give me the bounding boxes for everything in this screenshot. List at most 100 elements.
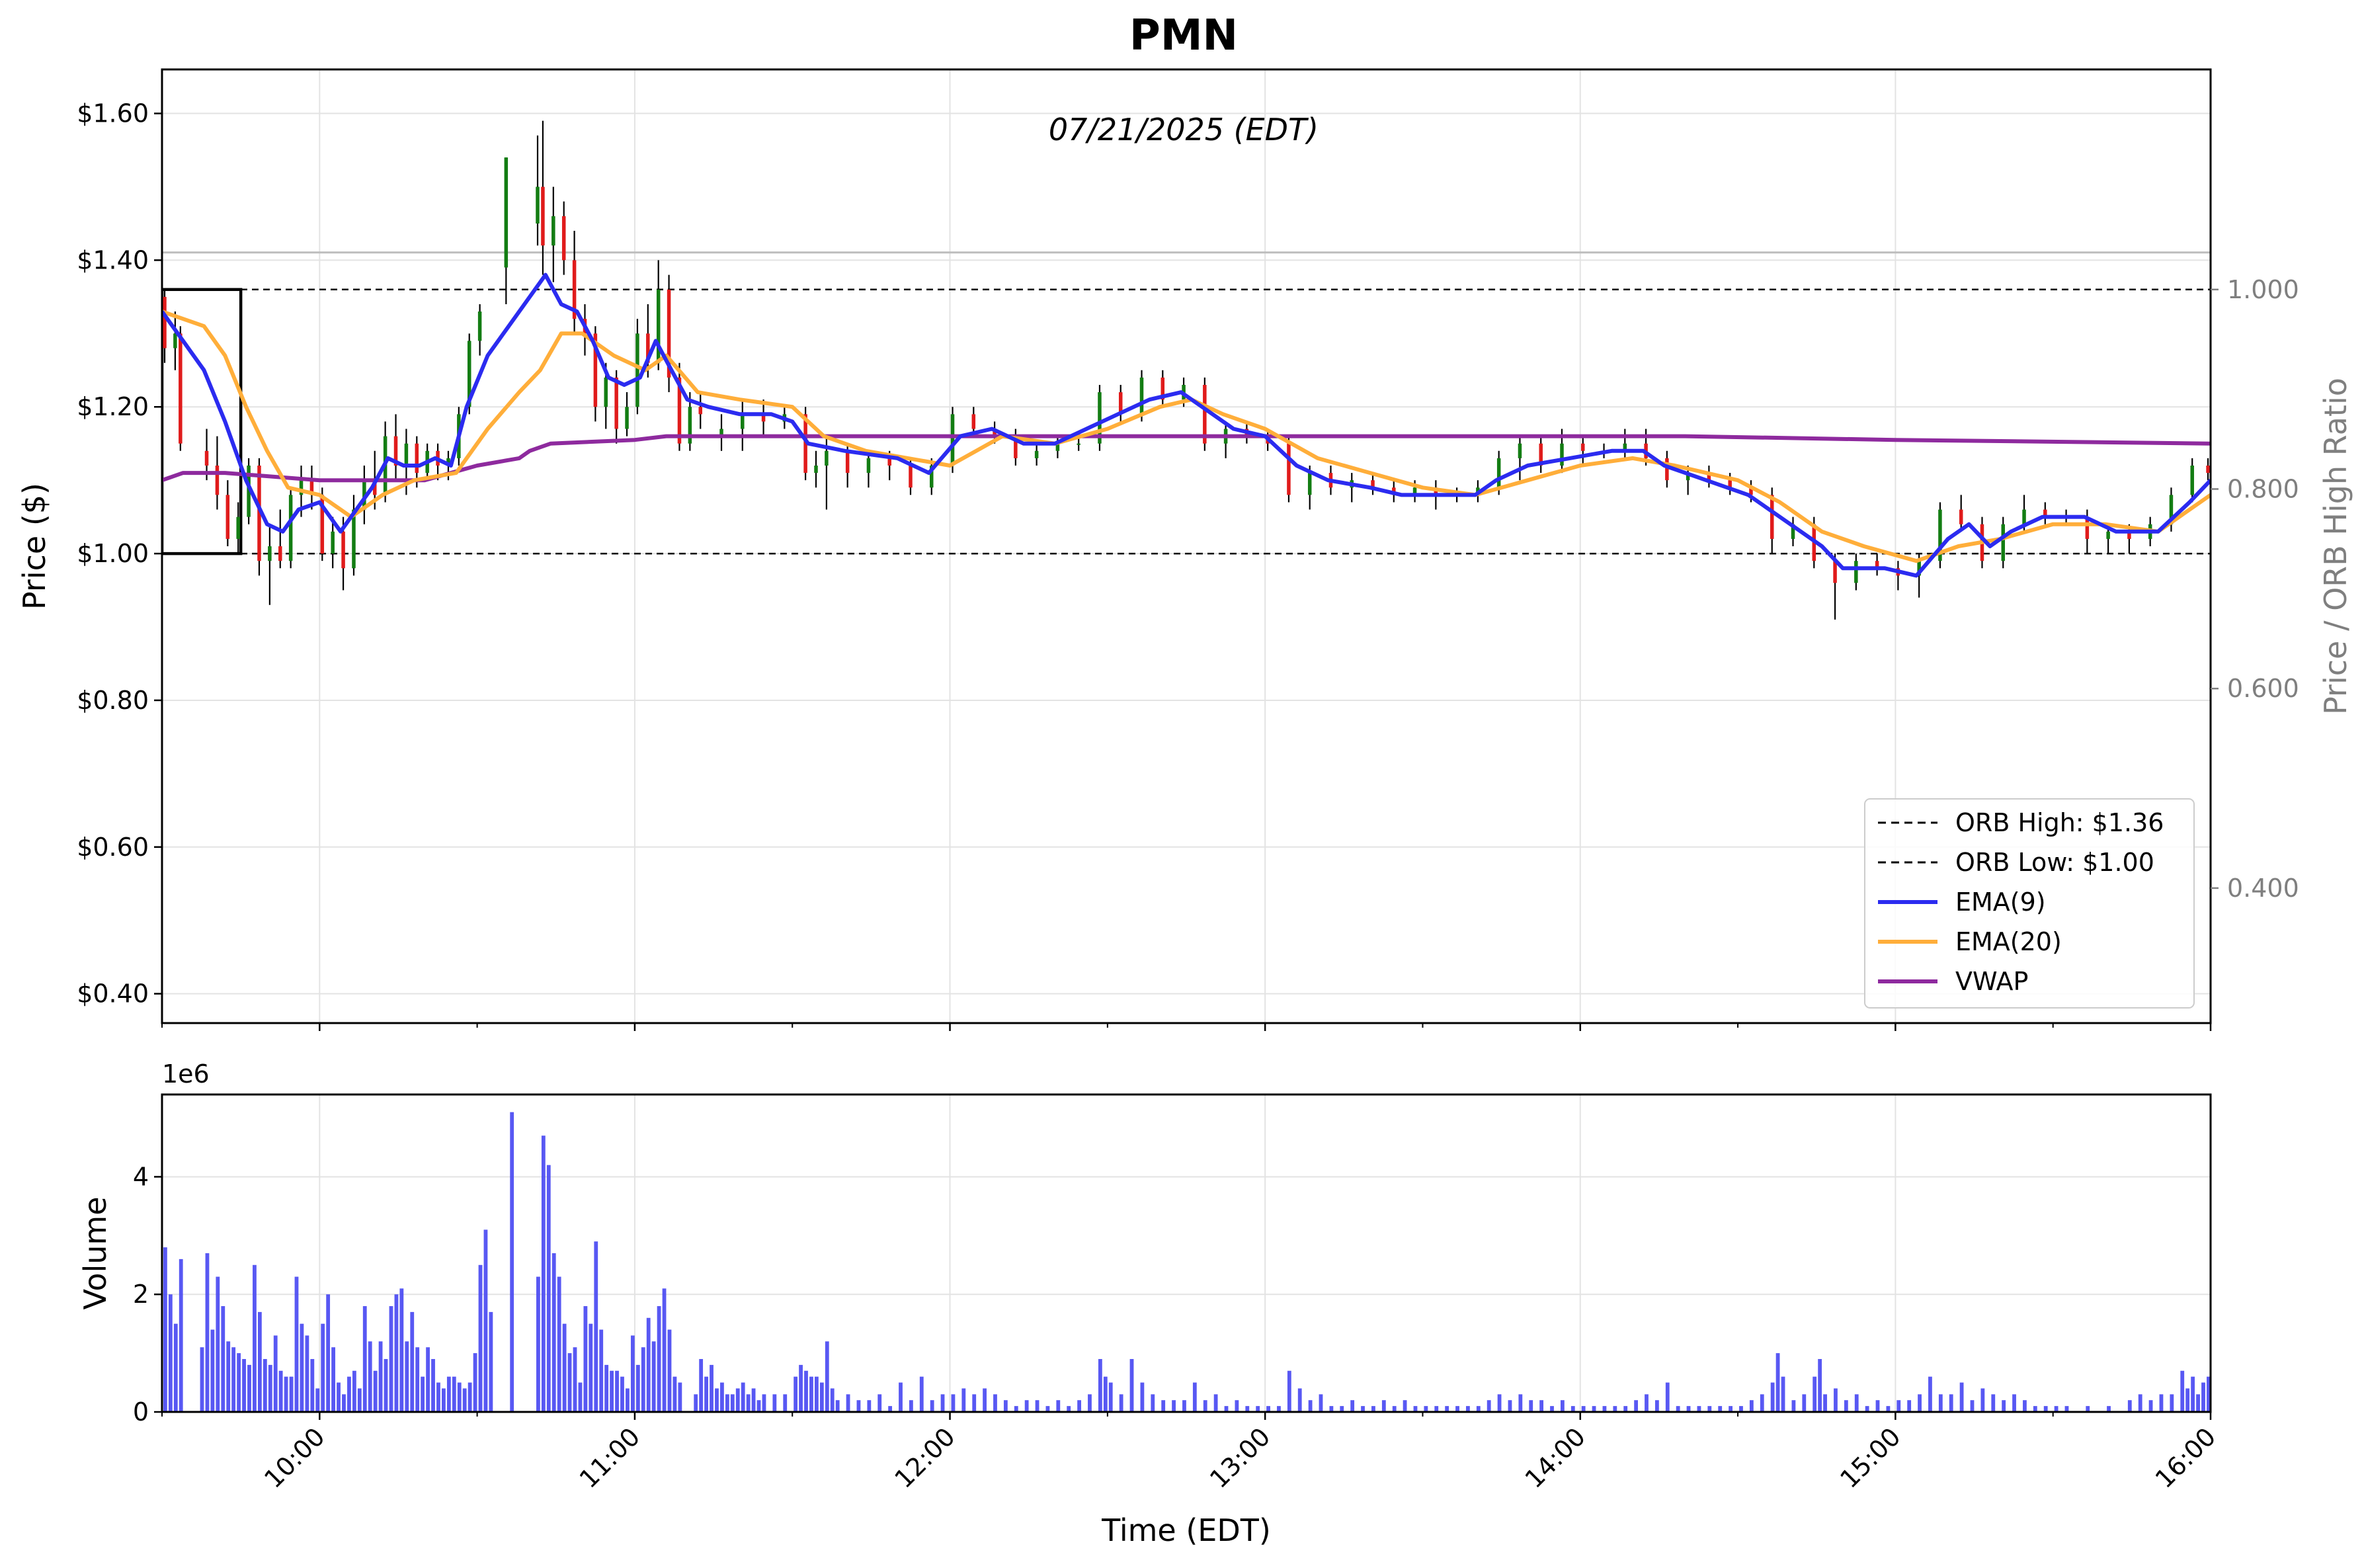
- volume-bar: [1844, 1400, 1848, 1412]
- candle-body: [1728, 480, 1732, 488]
- volume-bar: [2207, 1376, 2211, 1412]
- volume-bar: [794, 1376, 798, 1412]
- candle-body: [866, 458, 871, 474]
- candle-body: [593, 333, 598, 407]
- volume-bar: [2086, 1406, 2090, 1412]
- volume-bar: [993, 1394, 997, 1412]
- candle-body: [1307, 473, 1312, 495]
- volume-bar: [2201, 1382, 2205, 1412]
- candle-body: [1118, 392, 1123, 415]
- vwap-line: [162, 434, 2211, 483]
- candle-body: [604, 377, 608, 407]
- volume-tick-label: 4: [133, 1162, 149, 1191]
- volume-bar: [1361, 1406, 1365, 1412]
- candle-body: [173, 333, 177, 349]
- candle-body: [299, 480, 304, 495]
- volume-bar: [710, 1364, 713, 1412]
- volume-bar: [1381, 1400, 1386, 1412]
- volume-bar: [247, 1364, 251, 1412]
- volume-bar: [830, 1388, 835, 1412]
- candle-body: [1077, 443, 1080, 445]
- volume-bar: [446, 1376, 451, 1412]
- volume-bar: [1476, 1406, 1481, 1412]
- candle-body: [803, 414, 807, 474]
- volume-bar: [294, 1276, 299, 1412]
- volume-axes-frame: [161, 1093, 2212, 1413]
- volume-bar: [667, 1329, 672, 1412]
- volume-bar: [237, 1353, 241, 1412]
- volume-bar: [1697, 1406, 1701, 1412]
- volume-bar: [2043, 1406, 2048, 1412]
- candle-body: [1791, 524, 1795, 539]
- volume-axis-label: Volume: [77, 1196, 113, 1309]
- volume-bar: [510, 1112, 514, 1412]
- chart-title: PMN: [1129, 11, 1238, 60]
- volume-bar: [257, 1311, 262, 1412]
- volume-bar: [961, 1388, 966, 1412]
- candle-body: [1034, 450, 1039, 458]
- volume-bar: [1654, 1400, 1659, 1412]
- volume-bar: [1560, 1400, 1565, 1412]
- orb-range-box: [162, 288, 243, 556]
- volume-bar: [179, 1259, 183, 1412]
- volume-bar: [2064, 1406, 2069, 1412]
- candle-body: [1686, 473, 1690, 481]
- candle-body: [446, 458, 450, 466]
- candle-body: [2106, 531, 2110, 539]
- volume-bar: [431, 1359, 435, 1412]
- candle-body: [1749, 487, 1753, 495]
- volume-bar: [951, 1394, 956, 1412]
- volume-bar: [2159, 1394, 2164, 1412]
- candle-body: [163, 296, 167, 349]
- volume-bar: [1056, 1400, 1061, 1412]
- indicator-lines: [162, 272, 2211, 578]
- volume-bar: [1818, 1359, 1822, 1412]
- volume-bar: [1802, 1394, 1807, 1412]
- candle-body: [504, 157, 509, 268]
- candle-body: [309, 480, 314, 495]
- candle-body: [1539, 443, 1543, 466]
- volume-bar: [2127, 1400, 2132, 1412]
- price-tick-label: $1.20: [77, 392, 149, 421]
- volume-bar: [651, 1341, 656, 1412]
- volume-bar: [1287, 1370, 1291, 1412]
- volume-bar: [405, 1341, 409, 1412]
- candle-body: [278, 546, 282, 561]
- volume-bar: [442, 1388, 446, 1412]
- volume-bar: [720, 1382, 724, 1412]
- candle-body: [1875, 561, 1879, 569]
- volume-bar: [321, 1323, 325, 1412]
- volume-bar: [399, 1288, 404, 1412]
- volume-bar: [1129, 1359, 1134, 1412]
- legend-box: [1864, 798, 2195, 1009]
- volume-bar: [819, 1382, 824, 1412]
- volume-bar: [1151, 1394, 1155, 1412]
- volume-bar: [673, 1376, 677, 1412]
- candle-body: [1959, 509, 1963, 524]
- volume-bar: [268, 1364, 272, 1412]
- volume-bar: [1781, 1376, 1785, 1412]
- volume-bar: [253, 1264, 257, 1412]
- candle-body: [971, 414, 976, 429]
- volume-bar: [1235, 1400, 1239, 1412]
- volume-bar: [557, 1276, 561, 1412]
- volume-bar: [2054, 1406, 2058, 1412]
- volume-bar: [1907, 1400, 1912, 1412]
- candle-body: [741, 414, 745, 429]
- volume-bar: [368, 1341, 372, 1412]
- volume-bar: [331, 1347, 335, 1412]
- volume-bar: [1508, 1400, 1512, 1412]
- volume-bar: [1592, 1406, 1596, 1412]
- legend-label: EMA(9): [1955, 887, 2046, 917]
- volume-bar: [205, 1253, 210, 1412]
- volume-bar: [1686, 1406, 1691, 1412]
- volume-bar: [594, 1241, 598, 1412]
- candle-body: [179, 333, 183, 444]
- candle-body: [362, 480, 366, 510]
- volume-bar: [930, 1400, 934, 1412]
- volume-bar: [1634, 1400, 1639, 1412]
- volume-bar: [1487, 1400, 1491, 1412]
- legend-label: ORB High: $1.36: [1955, 808, 2164, 837]
